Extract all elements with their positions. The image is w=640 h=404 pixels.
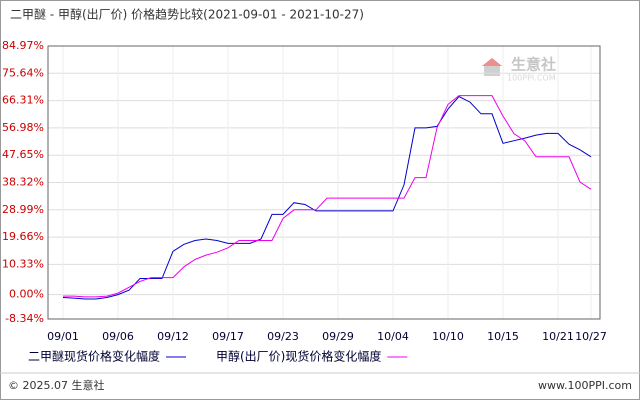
y-tick-label: 38.32% [2,175,44,188]
y-tick-label: 66.31% [2,94,44,107]
x-tick-label: 09/01 [47,330,79,343]
y-tick-label: 10.33% [2,257,44,270]
x-tick-label: 10/15 [487,330,519,343]
watermark: 生意社 100PPI.COM [482,56,556,83]
x-tick-label: 10/27 [575,330,607,343]
y-tick-label: 19.66% [2,230,44,243]
y-tick-label: 0.00% [9,288,44,301]
y-tick-label: 75.64% [2,66,44,79]
x-tick-label: 10/04 [377,330,409,343]
x-tick-label: 10/10 [432,330,464,343]
x-tick-label: 10/21 [542,330,574,343]
x-tick-label: 09/23 [267,330,299,343]
legend-label: 甲醇(出厂价)现货价格变化幅度 [216,349,381,364]
x-tick-label: 09/06 [102,330,134,343]
plot-border [47,45,601,320]
x-tick-label: 09/29 [322,330,354,343]
watermark-name: 生意社 [511,56,556,74]
series-line [63,95,592,298]
x-tick-label: 09/17 [212,330,244,343]
y-tick-label: 84.97% [2,39,44,52]
y-tick-label: -8.34% [5,312,44,325]
y-tick-label: 28.99% [2,203,44,216]
series-line [62,95,592,300]
footer-right: www.100PPI.com [538,379,632,392]
watermark-site: 100PPI.COM [507,74,556,83]
x-tick-label: 09/12 [157,330,189,343]
footer-left: © 2025.07 生意社 [8,378,104,392]
y-tick-label: 56.98% [2,121,44,134]
chart-title: 二甲醚 - 甲醇(出厂价) 价格趋势比较(2021-09-01 - 2021-1… [10,7,364,22]
y-tick-label: 47.65% [2,148,44,161]
legend-label: 二甲醚现货价格变化幅度 [28,349,160,364]
